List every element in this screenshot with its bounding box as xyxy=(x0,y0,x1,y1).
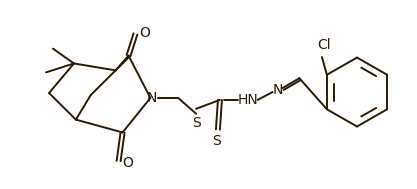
Text: S: S xyxy=(213,134,221,148)
Text: N: N xyxy=(146,91,156,105)
Text: O: O xyxy=(123,156,133,170)
Text: O: O xyxy=(139,26,151,40)
Text: N: N xyxy=(272,83,283,97)
Text: S: S xyxy=(192,116,201,130)
Text: Cl: Cl xyxy=(317,38,331,52)
Text: HN: HN xyxy=(237,93,258,107)
